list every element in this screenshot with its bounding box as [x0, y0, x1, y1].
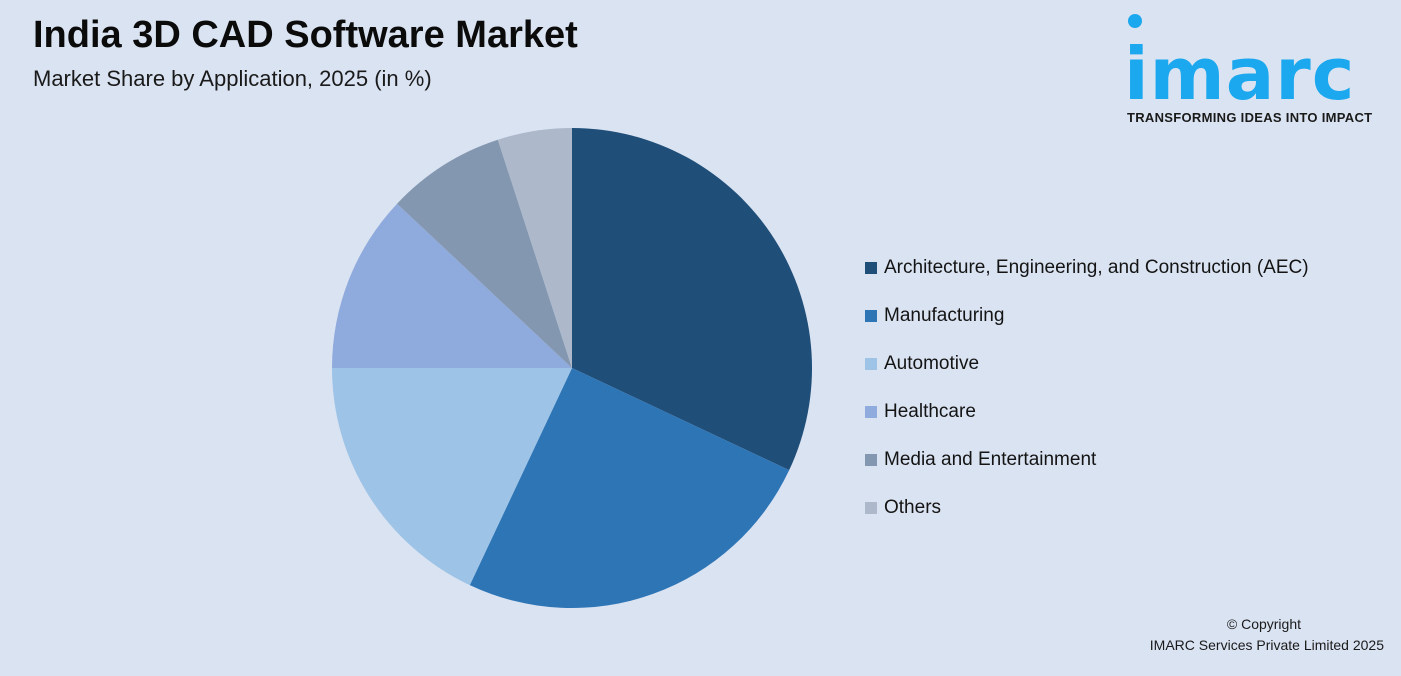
imarc-logo: imarc TRANSFORMING IDEAS INTO IMPACT [1118, 10, 1398, 130]
logo-wordmark: imarc [1124, 32, 1356, 116]
legend-swatch-icon [865, 502, 877, 514]
legend-label: Automotive [884, 353, 980, 374]
legend-item-aec: Architecture, Engineering, and Construct… [865, 244, 1309, 292]
logo-dot-icon [1128, 14, 1142, 28]
pie-slice-healthcare [332, 203, 572, 368]
chart-legend: Architecture, Engineering, and Construct… [865, 244, 1309, 532]
copyright-notice: © Copyright IMARC Services Private Limit… [1150, 614, 1384, 656]
pie-chart [330, 126, 814, 610]
legend-label: Others [884, 497, 942, 518]
pie-chart-svg [332, 128, 812, 608]
legend-swatch-icon [865, 454, 877, 466]
logo-tagline: TRANSFORMING IDEAS INTO IMPACT [1127, 110, 1373, 125]
copyright-line-1: © Copyright [1226, 616, 1301, 632]
legend-label: Media and Entertainment [884, 449, 1097, 470]
legend-swatch-icon [865, 262, 877, 274]
pie-slice-architecture-engineering-and-construction-aec [572, 128, 812, 471]
legend-item-manufacturing: Manufacturing [865, 292, 1309, 340]
legend-swatch-icon [865, 310, 877, 322]
pie-slice-manufacturing [469, 368, 790, 608]
legend-item-healthcare: Healthcare [865, 388, 1309, 436]
legend-item-automotive: Automotive [865, 340, 1309, 388]
legend-swatch-icon [865, 406, 877, 418]
legend-label: Manufacturing [884, 305, 1005, 326]
legend-swatch-icon [865, 358, 877, 370]
legend-item-others: Others [865, 484, 1309, 532]
pie-slice-automotive [332, 368, 572, 586]
legend-item-media: Media and Entertainment [865, 436, 1309, 484]
chart-subtitle: Market Share by Application, 2025 (in %) [33, 66, 432, 91]
chart-title: India 3D CAD Software Market [33, 14, 578, 56]
pie-slice-media-and-entertainment [397, 139, 572, 368]
pie-slice-others [497, 128, 572, 368]
copyright-line-2: IMARC Services Private Limited 2025 [1149, 637, 1384, 653]
legend-label: Healthcare [884, 401, 976, 422]
legend-label: Architecture, Engineering, and Construct… [884, 257, 1309, 278]
